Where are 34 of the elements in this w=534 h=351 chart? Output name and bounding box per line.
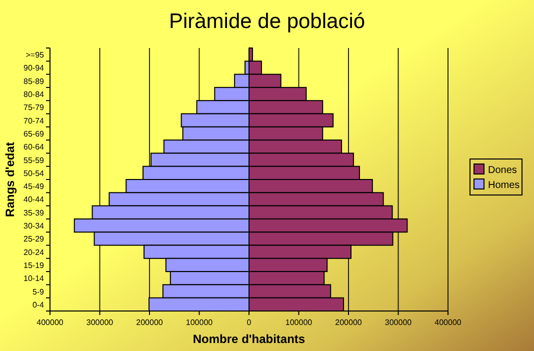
x-tick-label: 200000 [136,318,164,327]
chart-title: Piràmide de població [168,10,366,33]
x-tick-label: 100000 [186,318,214,327]
y-tick-label: 40-44 [24,195,45,204]
x-tick-label: 200000 [335,318,362,327]
y-tick-label: 80-84 [24,90,45,100]
y-tick-label: 25-29 [24,234,45,244]
x-tick-label: 400000 [434,318,462,327]
legend-label: Homes [488,180,520,191]
x-tick-label: 300000 [86,318,114,327]
y-tick-label: 20-24 [24,248,45,257]
x-tick-label: 100000 [285,318,313,327]
y-axis-title: Rangs d'edat [3,142,17,217]
y-tick-label: 35-39 [24,208,45,218]
y-tick-label: 45-49 [24,182,45,192]
y-tick-label: 15-19 [24,260,45,270]
y-tick-label: 10-14 [24,274,45,284]
y-tick-label: 90-94 [24,64,45,73]
y-tick-label: 30-34 [24,222,45,231]
x-axis-title: Nombre d'habitants [192,332,306,346]
y-tick-label: 75-79 [24,103,45,112]
legend-label: Dones [488,165,517,176]
y-tick-label: 70-74 [24,116,45,126]
x-tick-label: 0 [246,318,252,327]
x-tick-label: 300000 [384,318,412,327]
y-tick-label: 5-9 [32,287,45,296]
y-tick-label: 65-69 [24,129,45,138]
y-tick-label: 0-4 [32,300,45,310]
x-tick-label: 400000 [36,318,64,327]
y-tick-label: >=95 [26,50,45,60]
y-tick-label: 85-89 [24,76,45,86]
y-tick-label: 55-59 [24,156,45,165]
y-tick-label: 60-64 [24,142,45,152]
y-tick-label: 50-54 [24,168,45,178]
